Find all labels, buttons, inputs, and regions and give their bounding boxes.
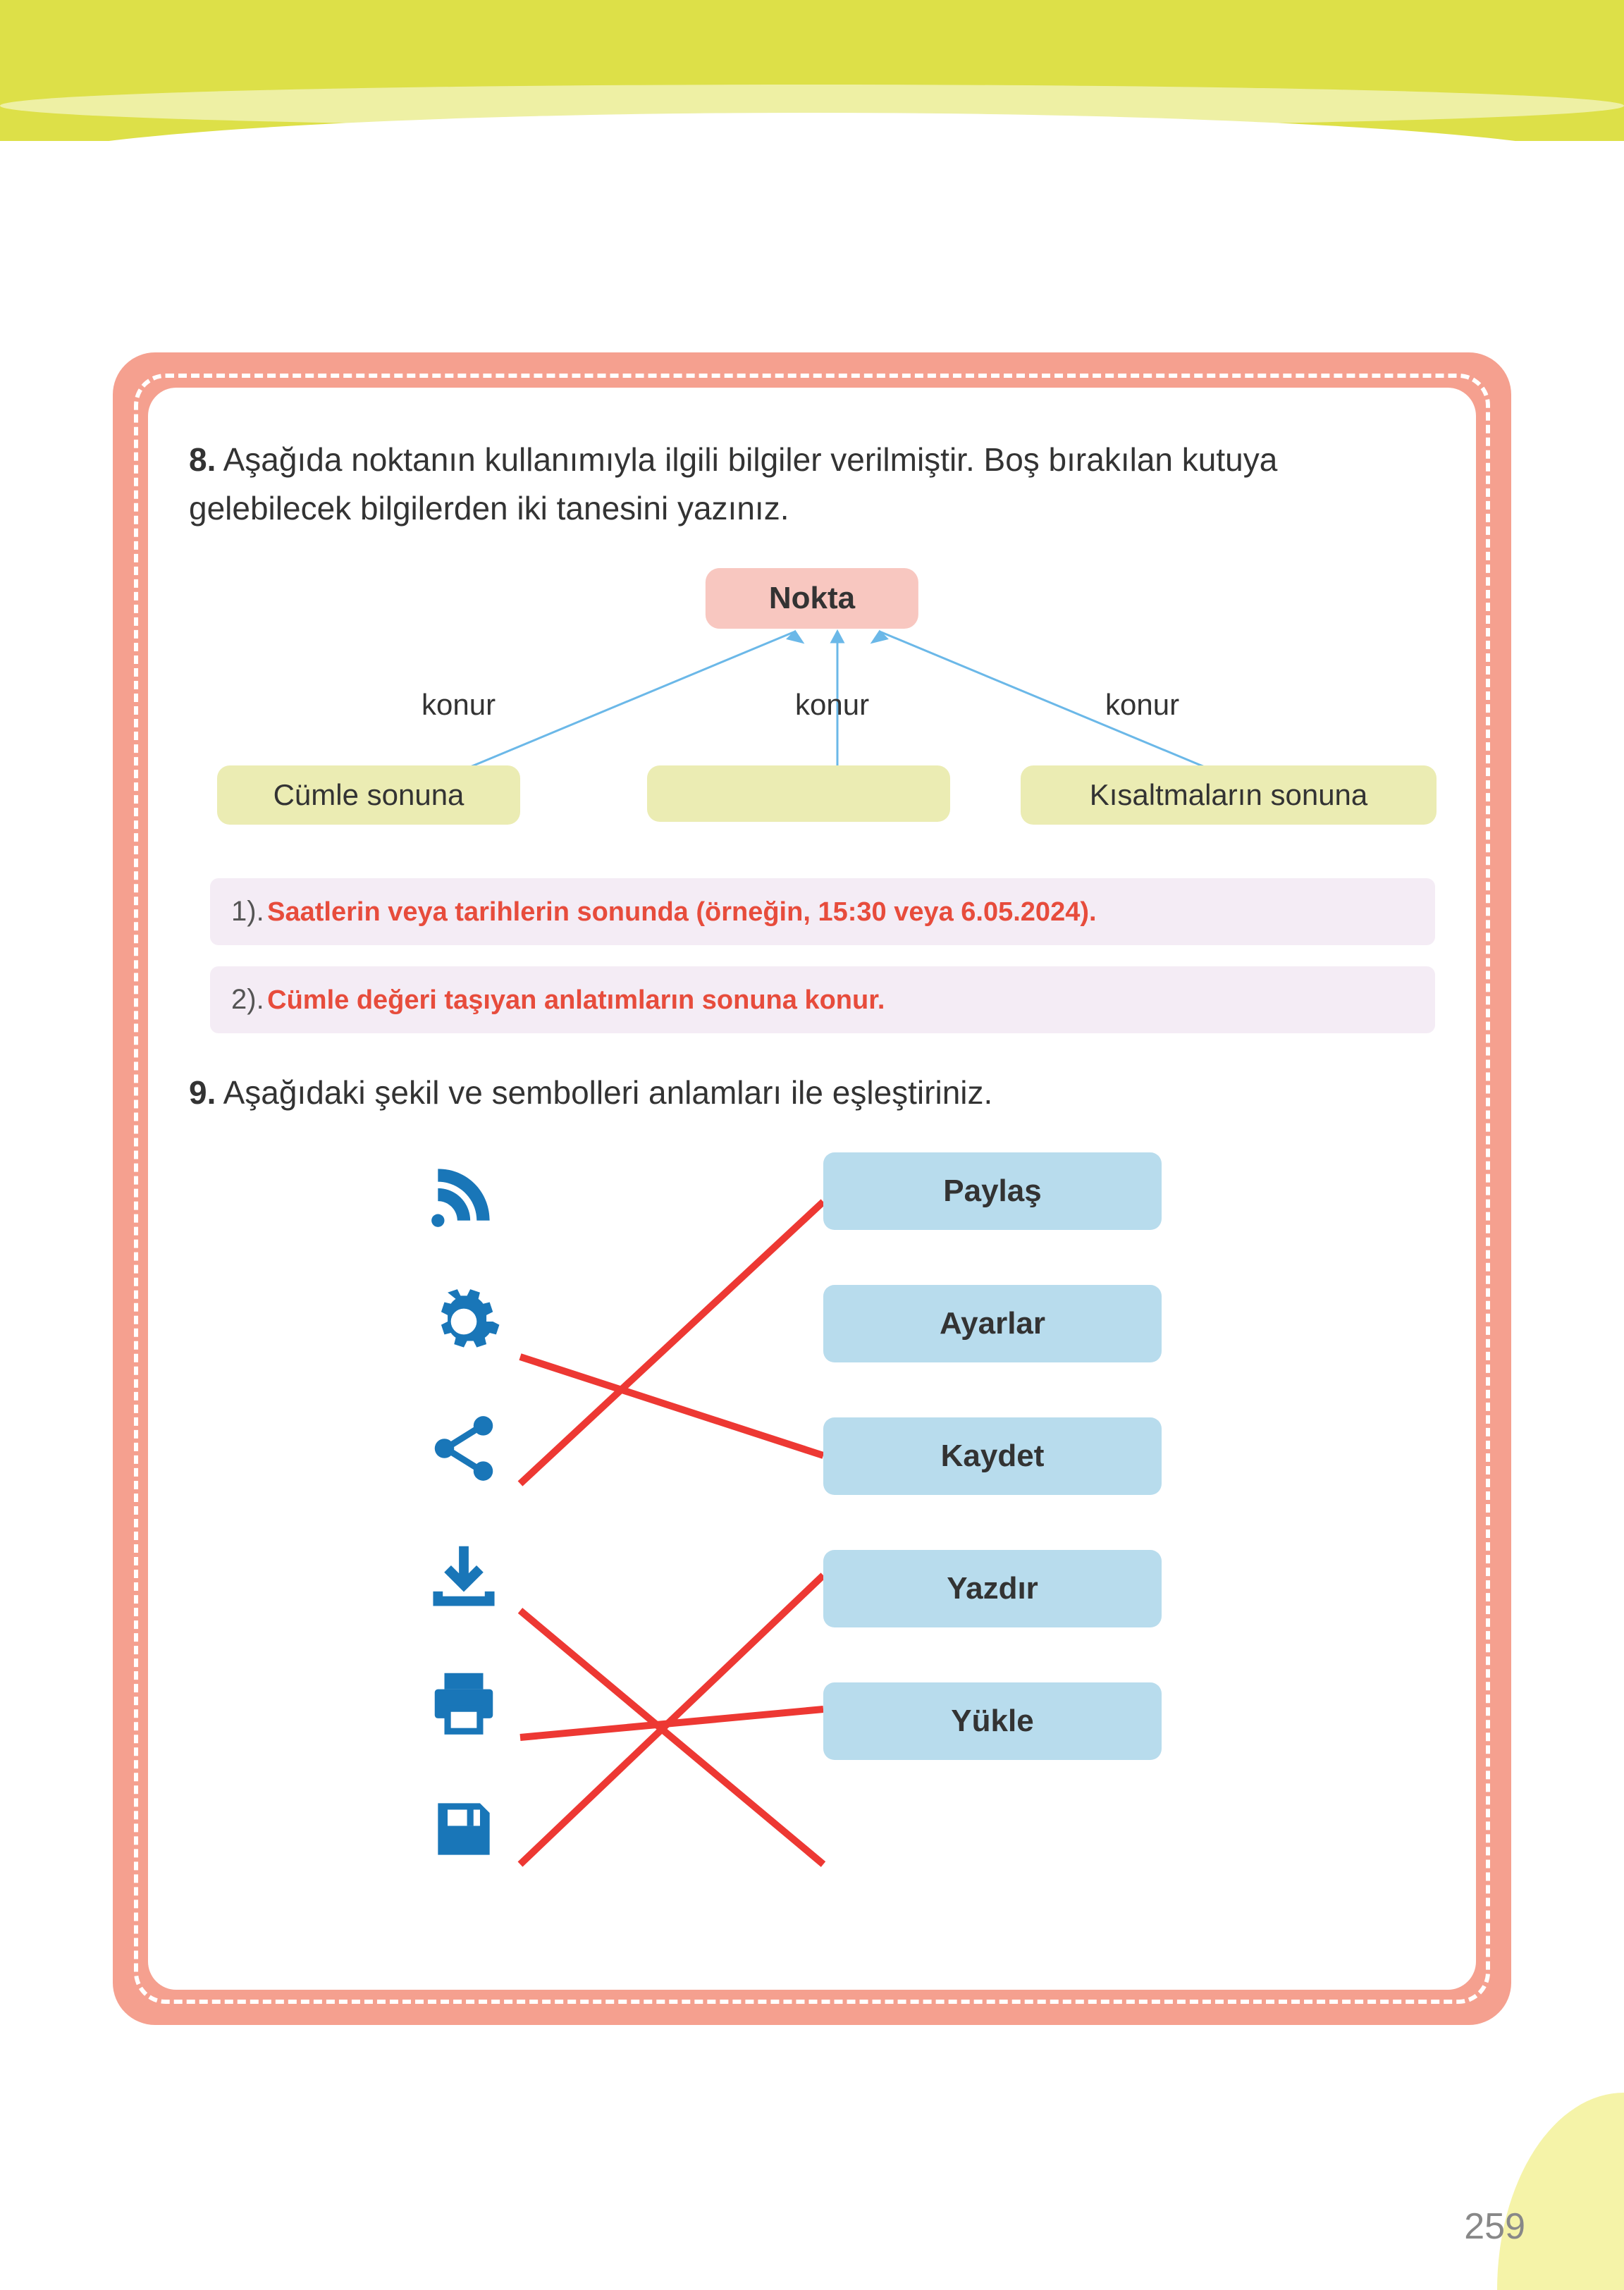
matching-area: Paylaş Ayarlar Kaydet Yazdır Yükle [189,1152,1435,1928]
wifi-icon[interactable] [422,1152,506,1237]
q8-number: 8. [189,441,216,478]
box-right: Kısaltmaların sonuna [1021,765,1437,825]
answer-1: 1). Saatlerin veya tarihlerin sonunda (ö… [210,878,1435,945]
corner-decoration [1497,2093,1624,2290]
box-left: Cümle sonuna [217,765,520,825]
answer-2-text: Cümle değeri taşıyan anlatımların sonuna… [267,985,885,1015]
inner-card: 8. Aşağıda noktanın kullanımıyla ilgili … [148,388,1476,1990]
nokta-root: Nokta [706,568,918,629]
label-paylas[interactable]: Paylaş [823,1152,1162,1230]
header-wave [0,0,1624,141]
box-middle[interactable] [647,765,950,822]
main-card: 8. Aşağıda noktanın kullanımıyla ilgili … [113,352,1511,2025]
download-icon[interactable] [422,1533,506,1618]
save-icon[interactable] [422,1787,506,1871]
label-column: Paylaş Ayarlar Kaydet Yazdır Yükle [823,1152,1162,1815]
q9-text: Aşağıdaki şekil ve sembolleri anlamları … [223,1074,993,1111]
label-ayarlar[interactable]: Ayarlar [823,1285,1162,1362]
printer-icon[interactable] [422,1660,506,1744]
konur-2: konur [795,688,869,722]
question-8: 8. Aşağıda noktanın kullanımıyla ilgili … [189,436,1435,533]
q9-number: 9. [189,1074,216,1111]
label-kaydet[interactable]: Kaydet [823,1417,1162,1495]
question-9: 9. Aşağıdaki şekil ve sembolleri anlamla… [189,1069,1435,1117]
gear-icon[interactable] [422,1279,506,1364]
answer-2: 2). Cümle değeri taşıyan anlatımların so… [210,966,1435,1033]
konur-3: konur [1105,688,1179,722]
answer-1-text: Saatlerin veya tarihlerin sonunda (örneğ… [267,897,1096,927]
answer-1-num: 1). [231,896,264,927]
label-yukle[interactable]: Yükle [823,1682,1162,1760]
label-yazdir[interactable]: Yazdır [823,1550,1162,1627]
page-number: 259 [1464,2205,1525,2248]
share-icon[interactable] [422,1406,506,1491]
konur-1: konur [422,688,496,722]
icon-column [422,1152,520,1914]
nokta-diagram: Nokta konur konur konur Cümle sonuna Kıs… [189,568,1435,850]
q8-text: Aşağıda noktanın kullanımıyla ilgili bil… [189,441,1277,527]
answer-2-num: 2). [231,984,264,1015]
match-lines [189,1152,1435,1928]
